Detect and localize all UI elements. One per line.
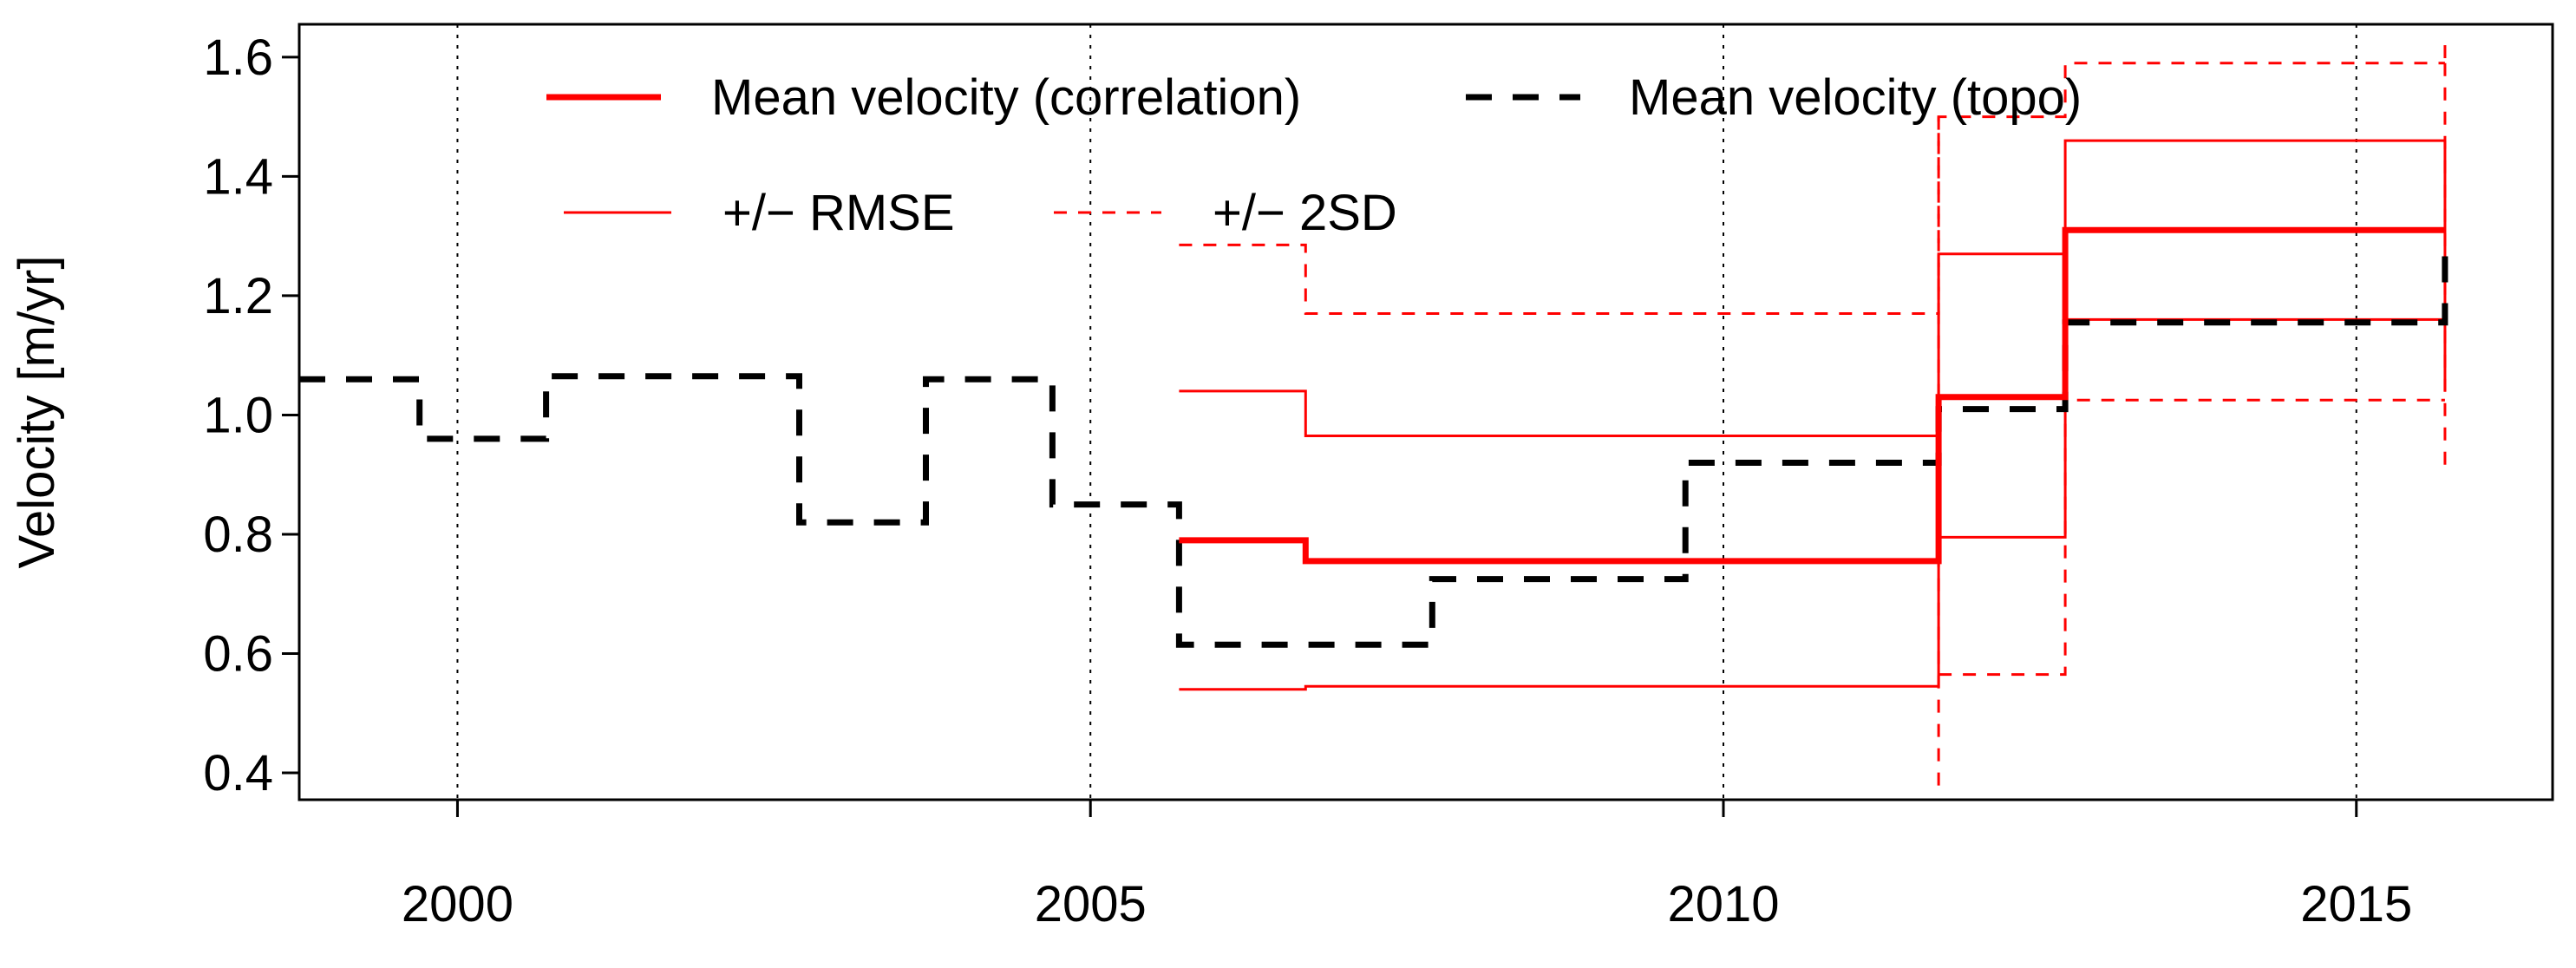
y-tick-label: 1.4 xyxy=(203,148,273,205)
legend-label: Mean velocity (topo) xyxy=(1629,69,2082,126)
series-rmse-lower xyxy=(1179,317,2445,691)
legend: Mean velocity (correlation) Mean velocity… xyxy=(546,69,2082,241)
series-2sd-lower xyxy=(1939,398,2445,677)
legend-label: +/− RMSE xyxy=(722,185,955,241)
y-tick-label: 1.6 xyxy=(203,29,273,86)
axis-ticks: 2000 2005 2010 2015 0.4 0.6 0.8 1.0 1.2 1.4 1.6 xyxy=(203,29,2412,932)
y-axis-title: Velocity [m/yr] xyxy=(9,256,65,569)
y-tick-label: 0.4 xyxy=(203,745,273,801)
x-tick-label: 2000 xyxy=(402,876,513,932)
x-tick-label: 2015 xyxy=(2300,876,2412,932)
plot-frame xyxy=(297,23,2554,801)
y-tick-label: 0.8 xyxy=(203,507,273,563)
y-tick-label: 1.2 xyxy=(203,268,273,324)
y-tick-label: 0.6 xyxy=(203,626,273,683)
legend-label: Mean velocity (correlation) xyxy=(711,69,1301,126)
x-tick-label: 2005 xyxy=(1035,876,1147,932)
gridlines xyxy=(456,24,2357,800)
x-tick-label: 2010 xyxy=(1667,876,1779,932)
series-mean-velocity-topo xyxy=(299,247,2449,648)
legend-label: +/− 2SD xyxy=(1213,185,1397,241)
series-mean-velocity-correlation xyxy=(1179,226,2445,565)
series-rmse-upper xyxy=(1179,139,2445,437)
series-layer xyxy=(299,45,2449,791)
y-tick-label: 1.0 xyxy=(203,387,273,443)
